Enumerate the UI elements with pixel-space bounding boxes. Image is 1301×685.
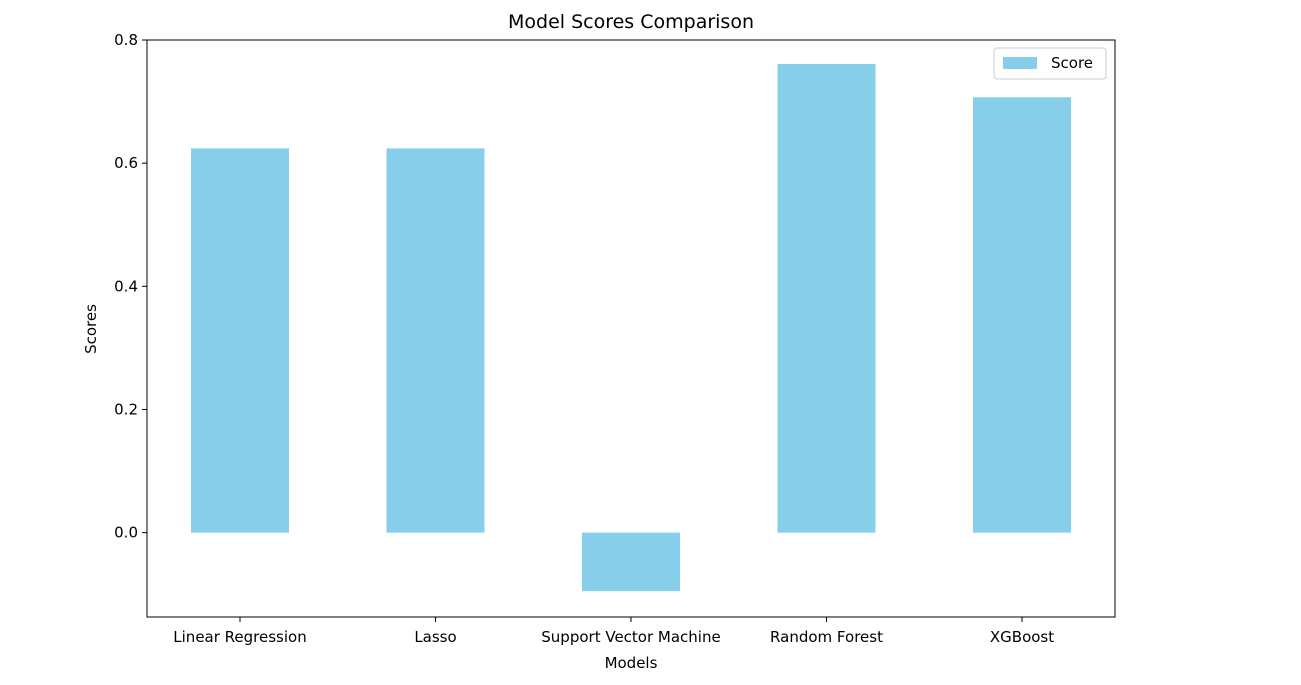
y-axis-label: Scores	[82, 304, 100, 354]
x-tick-label: Linear Regression	[173, 628, 306, 646]
y-tick-label: 0.0	[114, 524, 138, 542]
bar-linear-regression	[191, 148, 289, 533]
legend-swatch	[1003, 57, 1037, 69]
bar-random-forest	[777, 64, 876, 533]
y-axis-ticks: 0.0 0.2 0.4 0.6 0.8	[114, 31, 147, 542]
legend-frame	[993, 47, 1107, 80]
y-tick-label: 0.6	[114, 154, 138, 172]
x-tick-label: Support Vector Machine	[541, 628, 720, 646]
x-tick-label: Lasso	[414, 628, 456, 646]
bar-lasso	[386, 148, 485, 533]
chart-title: Model Scores Comparison	[508, 11, 754, 33]
bar-xgboost	[973, 97, 1071, 533]
bars-group	[191, 64, 1071, 592]
y-tick-label: 0.4	[114, 277, 138, 295]
legend: Score	[993, 47, 1107, 80]
y-tick-label: 0.2	[114, 400, 138, 418]
y-tick-label: 0.8	[114, 31, 138, 49]
x-axis-ticks: Linear Regression Lasso Support Vector Mac…	[173, 617, 1054, 646]
legend-label: Score	[1051, 54, 1093, 72]
plot-area-frame	[146, 39, 1116, 618]
x-tick-label: XGBoost	[990, 628, 1054, 646]
x-tick-label: Random Forest	[770, 628, 883, 646]
bar-support-vector-machine	[582, 532, 680, 592]
x-axis-label: Models	[605, 654, 658, 672]
